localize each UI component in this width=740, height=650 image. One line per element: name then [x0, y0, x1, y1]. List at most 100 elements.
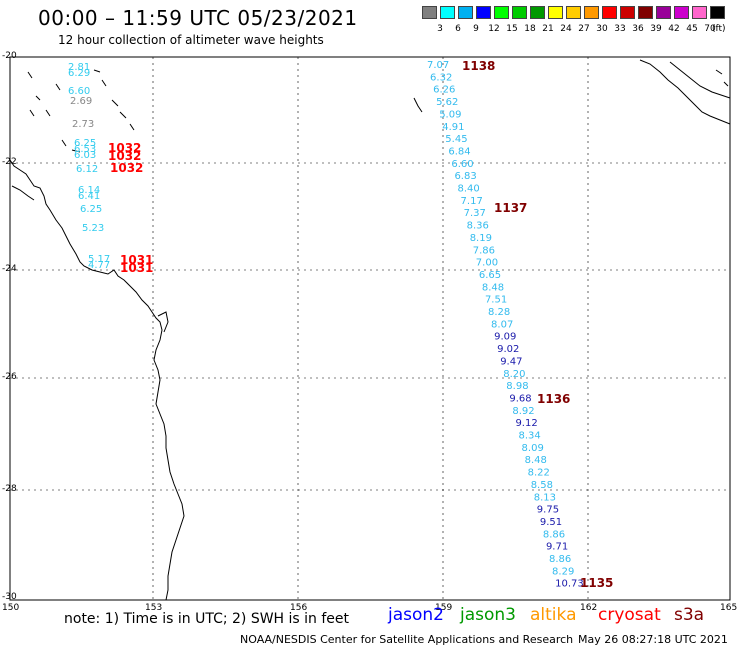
west-track-label: 5.23 — [82, 223, 104, 234]
lon-label-153: 153 — [145, 603, 163, 613]
west-track-label: 6.14 — [78, 185, 100, 196]
lat-label-20: -20 — [2, 51, 17, 61]
east-track-label: 8.36 — [467, 221, 489, 232]
east-track-label: 8.13 — [534, 492, 556, 503]
scale-swatch — [638, 6, 653, 19]
east-track-label: 7.07 — [427, 60, 449, 71]
mission-jason2: jason2 — [388, 605, 444, 625]
scale-swatch — [512, 6, 527, 19]
west-track-label: 6.29 — [68, 68, 90, 79]
generated-timestamp: May 26 08:27:18 UTC 2021 — [578, 633, 728, 646]
scale-swatch — [476, 6, 491, 19]
west-track-label: 6.25 — [74, 138, 96, 149]
island-fragment — [157, 311, 169, 333]
east-track-time: 1137 — [494, 201, 527, 215]
scale-label: 6 — [455, 24, 461, 34]
west-track-label: 6.60 — [68, 86, 90, 97]
lon-label-165: 165 — [720, 603, 738, 613]
coastline-fragment — [11, 185, 35, 201]
scale-label: 24 — [560, 24, 572, 34]
lat-label-22: -22 — [2, 157, 17, 167]
west-track-time: 1032 — [108, 141, 141, 155]
east-track-label: 8.58 — [531, 480, 553, 491]
lon-label-150: 150 — [2, 603, 20, 613]
east-track-label: 8.34 — [519, 431, 541, 442]
scale-label: 18 — [524, 24, 536, 34]
scale-swatch — [710, 6, 725, 19]
east-track-label: 9.71 — [546, 542, 568, 553]
east-track-label: 8.29 — [552, 566, 574, 577]
east-track-label: 8.28 — [488, 307, 510, 318]
scale-label: 21 — [542, 24, 554, 34]
east-track-label: 8.09 — [522, 443, 544, 454]
scale-swatch — [530, 6, 545, 19]
east-track-label: 8.19 — [470, 233, 492, 244]
east-track-label: 8.92 — [512, 406, 534, 417]
east-track-values: 7.076.32 6.265.625.09 4.915.456.84 6.606.83… — [427, 60, 584, 590]
scale-swatch — [440, 6, 455, 19]
east-track-label: 8.86 — [549, 554, 571, 565]
east-track-label: 6.32 — [430, 72, 452, 83]
scale-swatch — [584, 6, 599, 19]
lat-label-28: -28 — [2, 484, 17, 494]
west-track-label: 2.73 — [72, 119, 94, 130]
west-track-label: 2.81 — [68, 62, 90, 73]
east-track-label: 9.68 — [509, 393, 531, 404]
mission-cryosat: cryosat — [598, 605, 661, 625]
east-track-label: 6.65 — [479, 270, 501, 281]
east-track-label: 5.62 — [436, 97, 458, 108]
scale-label: 3 — [437, 24, 443, 34]
scale-label: 42 — [668, 24, 680, 34]
map-frame — [9, 56, 731, 601]
east-track-label: 4.91 — [442, 122, 464, 133]
graticule — [10, 57, 730, 600]
scale-swatch — [656, 6, 671, 19]
scale-label: 45 — [686, 24, 698, 34]
east-track-label: 8.07 — [491, 319, 513, 330]
scale-swatch — [692, 6, 707, 19]
west-track-label: 6.53 — [74, 144, 96, 155]
lon-label-159: 159 — [435, 603, 453, 613]
east-track-label: 7.51 — [485, 295, 507, 306]
australia-coastline — [9, 159, 185, 601]
scale-unit-label: (ft) — [712, 24, 726, 34]
scale-swatch — [422, 6, 437, 19]
lon-label-156: 156 — [290, 603, 308, 613]
lon-label-162: 162 — [580, 603, 598, 613]
east-track-time: 1135 — [580, 576, 613, 590]
map-subtitle: 12 hour collection of altimeter wave hei… — [58, 33, 324, 47]
east-track-label: 6.84 — [448, 146, 470, 157]
scale-label: 30 — [596, 24, 608, 34]
chesterfield-reef — [413, 97, 423, 113]
west-track-time: 1031 — [120, 253, 153, 267]
east-track-time: 1138 — [462, 59, 495, 73]
east-track-label: 10.73 — [555, 579, 584, 590]
scale-label: 15 — [506, 24, 518, 34]
coral-reef-fragments — [27, 69, 135, 153]
scale-label: 9 — [473, 24, 479, 34]
scale-label: 39 — [650, 24, 662, 34]
east-track-label: 9.47 — [500, 356, 522, 367]
scale-label: 12 — [488, 24, 500, 34]
scale-label: 27 — [578, 24, 590, 34]
east-track-label: 5.45 — [445, 134, 467, 145]
scale-swatch — [458, 6, 473, 19]
west-track-time: 1032 — [110, 161, 143, 175]
scale-swatch — [548, 6, 563, 19]
scale-swatch — [620, 6, 635, 19]
new-caledonia-coast — [639, 59, 731, 125]
scale-label: 70 — [704, 24, 716, 34]
east-track-label: 9.51 — [540, 517, 562, 528]
east-track-time: 1136 — [537, 392, 570, 406]
east-track-label: 7.86 — [473, 245, 495, 256]
scale-label: 36 — [632, 24, 644, 34]
east-track-label: 8.48 — [525, 455, 547, 466]
west-track-label: 6.41 — [78, 191, 100, 202]
footer-note: note: 1) Time is in UTC; 2) SWH is in fe… — [64, 611, 350, 627]
scale-swatch — [602, 6, 617, 19]
map-title: 00:00 – 11:59 UTC 05/23/2021 — [38, 6, 358, 30]
east-track-label: 6.60 — [451, 159, 473, 170]
lat-label-30: -30 — [2, 592, 17, 602]
